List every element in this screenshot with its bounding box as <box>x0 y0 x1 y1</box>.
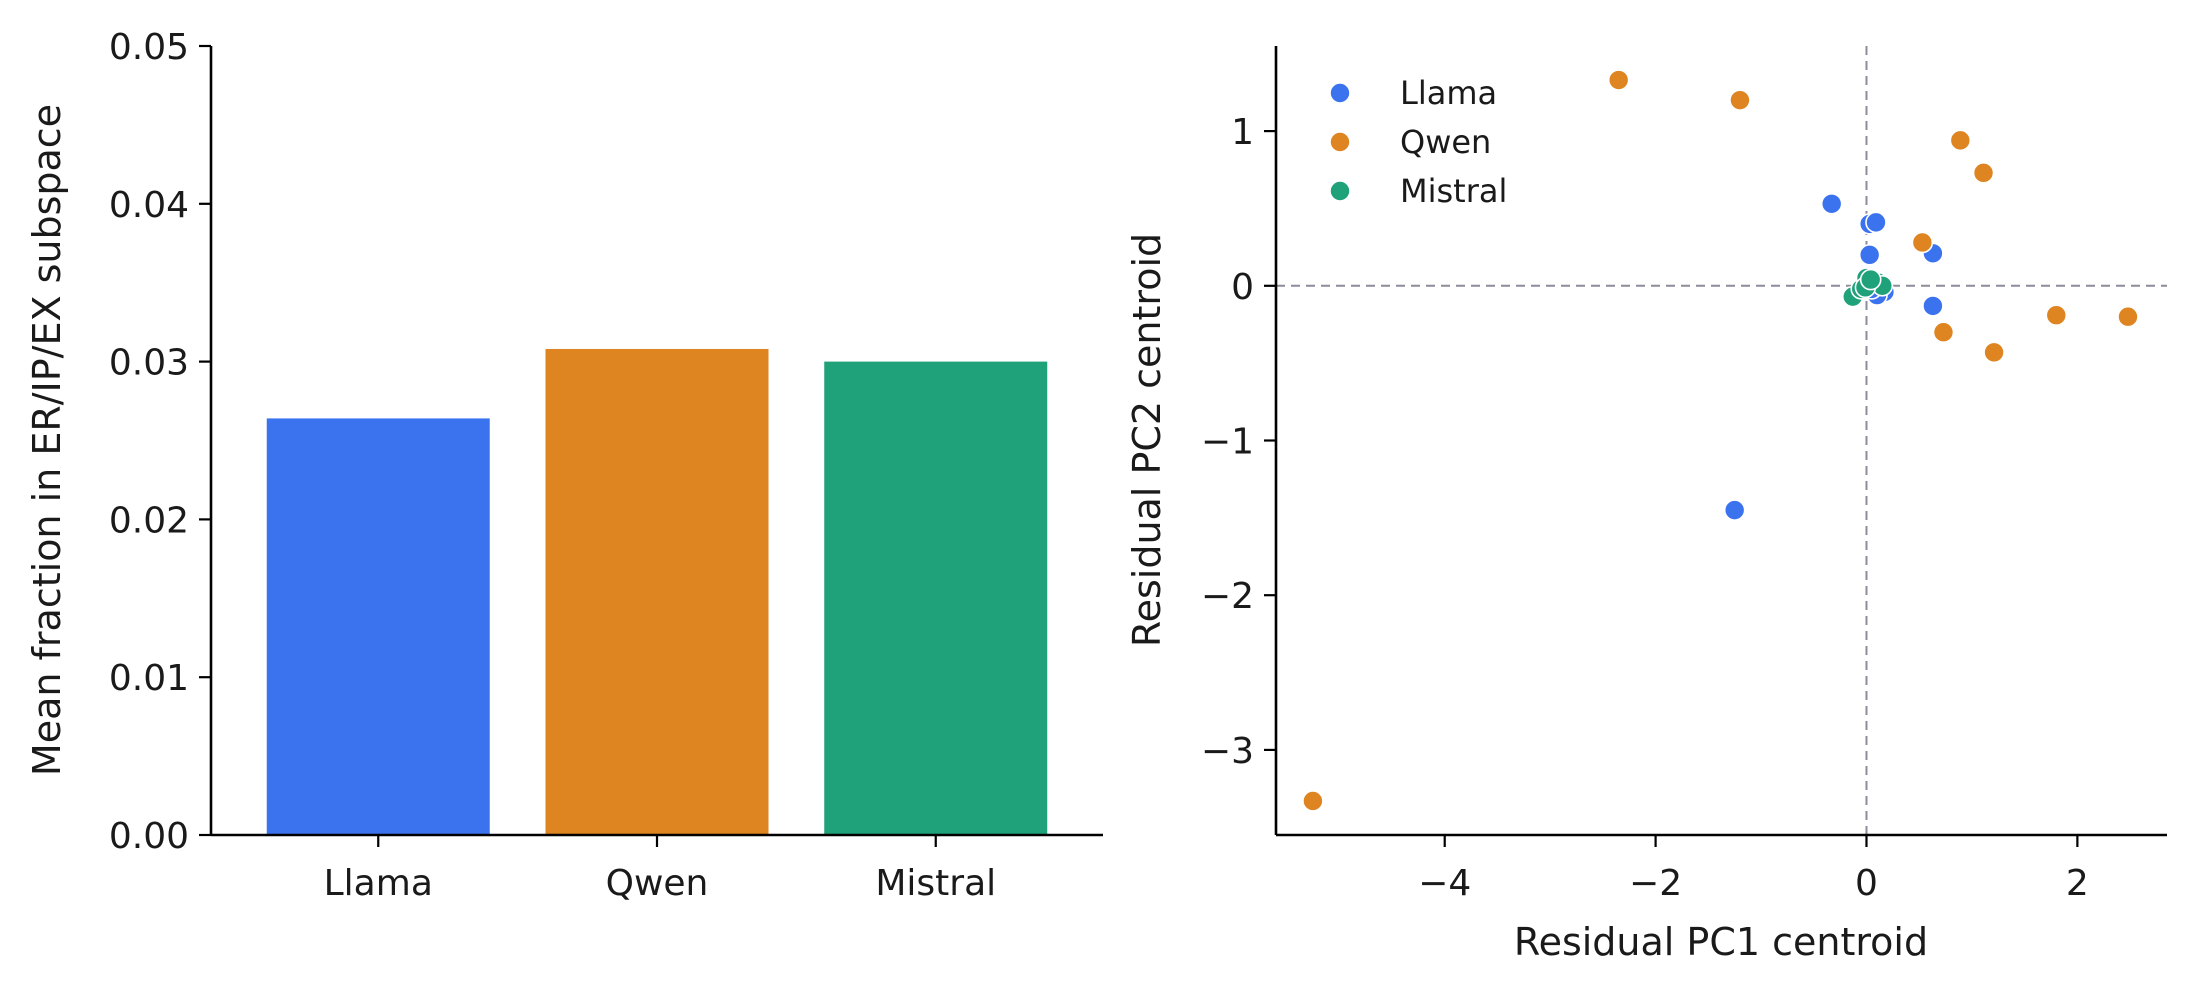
bar-x-tick-label: Qwen <box>606 863 709 904</box>
bar-y-axis-label: Mean fraction in ER/IP/EX subspace <box>25 104 69 776</box>
scatter-points <box>1302 69 2139 812</box>
scatter-y-tick-label: 1 <box>1231 112 1254 153</box>
bar-series <box>266 348 1048 835</box>
point-llama <box>1820 193 1843 215</box>
point-llama <box>1858 244 1881 266</box>
bar-chart: 0.00 0.01 0.02 0.03 0.04 0.05 Llama Qwen Mistra… <box>25 27 1103 904</box>
bar-mistral <box>824 361 1048 835</box>
point-llama <box>1865 211 1887 234</box>
point-qwen <box>1729 89 1751 111</box>
scatter-legend: Llama Qwen Mistral <box>1329 74 1507 210</box>
scatter-x-axis-label: Residual PC1 centroid <box>1514 920 1928 964</box>
scatter-y-tick-label: 0 <box>1231 267 1254 308</box>
scatter-x-tick-label: −2 <box>1629 863 1682 904</box>
legend-marker <box>1329 131 1351 153</box>
scatter-chart: −4 −2 0 2 −3 −2 −1 0 1 Residual PC1 centroid Re… <box>1125 46 2167 964</box>
bar-y-tick-label: 0.01 <box>109 658 189 699</box>
bar-x-tick-label: Llama <box>324 863 433 904</box>
bar-x-tick-label: Mistral <box>875 863 996 904</box>
scatter-y-tick-label: −2 <box>1201 576 1254 617</box>
point-qwen <box>1932 321 1955 344</box>
legend-label: Mistral <box>1400 172 1507 210</box>
legend-label: Llama <box>1400 74 1497 112</box>
scatter-x-tick-label: −4 <box>1418 863 1471 904</box>
legend-label: Qwen <box>1400 123 1491 161</box>
point-llama <box>1723 499 1746 521</box>
scatter-x-axis-ticks: −4 −2 0 2 <box>1418 835 2089 904</box>
legend-item-llama: Llama <box>1329 74 1497 112</box>
scatter-y-tick-label: −3 <box>1201 731 1254 772</box>
scatter-x-tick-label: 0 <box>1855 863 1878 904</box>
bar-y-tick-label: 0.02 <box>109 500 189 541</box>
legend-marker <box>1329 180 1351 202</box>
scatter-y-tick-label: −1 <box>1201 422 1254 463</box>
series-mistral <box>1841 267 1894 308</box>
scatter-y-axis-ticks: −3 −2 −1 0 1 <box>1201 112 1276 772</box>
point-qwen <box>1949 129 1972 152</box>
point-qwen <box>2045 304 2068 326</box>
point-qwen <box>2117 305 2139 328</box>
point-qwen <box>1972 162 1995 184</box>
legend-marker <box>1329 82 1351 104</box>
point-qwen <box>1911 231 1934 254</box>
series-llama <box>1723 193 1944 521</box>
bar-qwen <box>545 348 769 835</box>
bar-y-tick-label: 0.04 <box>109 185 189 226</box>
legend-item-qwen: Qwen <box>1329 123 1491 161</box>
bar-y-tick-label: 0.00 <box>109 816 189 857</box>
point-qwen <box>1607 69 1630 91</box>
legend-item-mistral: Mistral <box>1329 172 1507 210</box>
scatter-x-tick-label: 2 <box>2066 863 2089 904</box>
bar-y-axis-ticks: 0.00 0.01 0.02 0.03 0.04 0.05 <box>109 27 211 857</box>
bar-y-tick-label: 0.03 <box>109 343 189 384</box>
scatter-y-axis-label: Residual PC2 centroid <box>1125 233 1169 647</box>
point-qwen <box>1983 341 2005 364</box>
series-qwen <box>1302 69 2139 812</box>
point-qwen <box>1302 790 1324 812</box>
point-llama <box>1922 295 1944 317</box>
bar-llama <box>266 418 490 835</box>
point-mistral <box>1859 268 1882 291</box>
bar-y-tick-label: 0.05 <box>109 27 189 68</box>
bar-x-axis-ticks: Llama Qwen Mistral <box>324 835 996 904</box>
